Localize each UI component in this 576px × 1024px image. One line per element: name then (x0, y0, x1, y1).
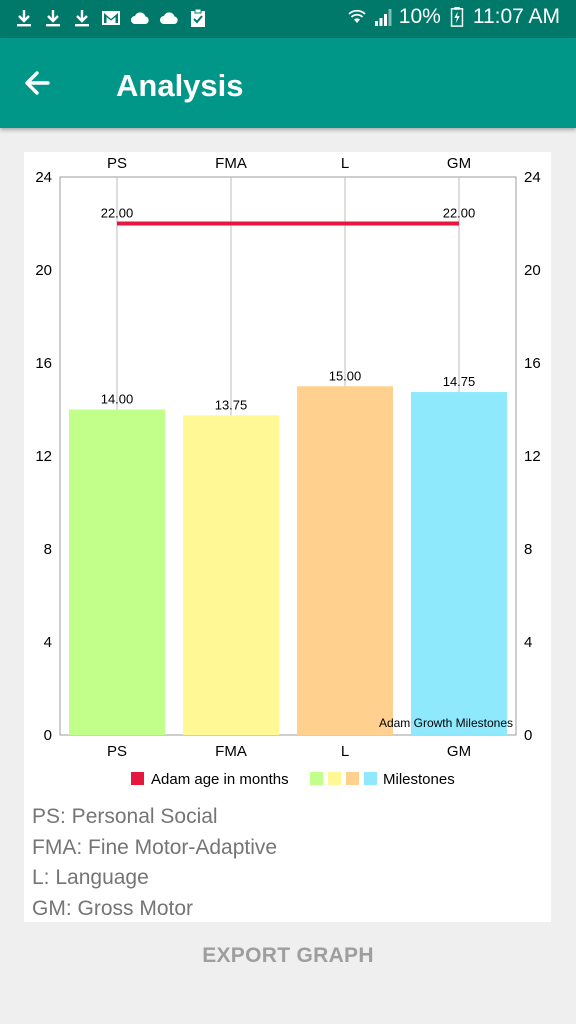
wifi-icon (348, 9, 366, 23)
y-tick-label-right: 24 (524, 169, 541, 186)
y-tick-label-right: 12 (524, 448, 541, 465)
download-icon (46, 10, 60, 27)
legend-swatch-milestone (364, 772, 377, 785)
battery-percent: 10% (398, 5, 441, 28)
clipboard-check-icon (191, 8, 205, 27)
clock: 11:07 AM (472, 5, 560, 28)
status-icons-right: 10% 11:07 AM (347, 5, 560, 29)
age-line-label: 22.00 (443, 206, 476, 221)
chart-card: 14.00 13.75 15.00 14.75 22.00 22.00 0 0 4 4 8 8 12 12… (24, 152, 551, 922)
signal-icon (374, 9, 392, 26)
status-icons-left (14, 8, 208, 28)
x-tick-label-top: PS (107, 155, 127, 172)
legend-swatch-age (131, 772, 144, 785)
cloud-icon (131, 12, 149, 24)
bar-value-label: 14.00 (101, 392, 134, 407)
y-tick-label-left: 4 (44, 634, 52, 651)
cloud-icon (160, 12, 178, 24)
chart-description: Adam Growth Milestones (379, 716, 513, 730)
gmail-icon (102, 11, 120, 25)
x-tick-label-top: L (341, 155, 349, 172)
bar-chart: 14.00 13.75 15.00 14.75 22.00 22.00 0 0 4 4 8 8 12 12… (35, 155, 541, 788)
bar-fma (183, 415, 279, 735)
status-bar: 10% 11:07 AM (0, 0, 576, 38)
abbreviation-item: GM: Gross Motor (32, 896, 194, 920)
y-tick-label-right: 0 (524, 727, 532, 744)
y-tick-label-left: 24 (35, 169, 52, 186)
x-tick-label-bottom: GM (447, 743, 471, 760)
y-tick-label-right: 4 (524, 634, 532, 651)
abbreviation-item: PS: Personal Social (32, 805, 218, 828)
y-tick-label-right: 16 (524, 355, 541, 372)
battery-charging-icon (450, 7, 464, 27)
x-tick-label-bottom: PS (107, 743, 127, 760)
y-tick-label-right: 20 (524, 262, 541, 279)
plot-frame (59, 176, 517, 736)
age-line-label: 22.00 (101, 206, 134, 221)
legend-label-age: Adam age in months (151, 771, 289, 788)
bar-value-label: 13.75 (215, 397, 248, 412)
bar-value-label: 15.00 (329, 368, 362, 383)
bar-value-label: 14.75 (443, 374, 476, 389)
y-tick-label-left: 16 (35, 355, 52, 372)
x-tick-label-top: FMA (215, 155, 247, 172)
abbreviation-item: FMA: Fine Motor-Adaptive (32, 835, 278, 859)
page-title: Analysis (116, 68, 244, 103)
legend-swatch-milestone (328, 772, 341, 785)
app-bar: Analysis (0, 38, 576, 128)
y-tick-label-left: 0 (44, 727, 52, 744)
x-tick-label-top: GM (447, 155, 471, 172)
abbreviation-list: PS: Personal Social FMA: Fine Motor-Adap… (32, 802, 277, 924)
legend-swatch-milestone (346, 772, 359, 785)
export-graph-button[interactable]: EXPORT GRAPH (202, 944, 374, 967)
y-tick-label-left: 8 (44, 541, 52, 558)
y-tick-label-right: 8 (524, 541, 532, 558)
bar-gm (411, 392, 507, 735)
y-tick-label-left: 12 (35, 448, 52, 465)
download-icon (75, 10, 89, 27)
download-icon (17, 10, 31, 27)
arrow-back-icon[interactable] (20, 65, 56, 101)
legend-swatch-milestone (310, 772, 323, 785)
bar-ps (69, 409, 165, 735)
legend-label-milestones: Milestones (383, 771, 455, 788)
abbreviation-item: L: Language (32, 866, 149, 889)
x-tick-label-bottom: L (341, 743, 349, 760)
bar-l (297, 386, 393, 735)
x-tick-label-bottom: FMA (215, 743, 247, 760)
y-tick-label-left: 20 (35, 262, 52, 279)
